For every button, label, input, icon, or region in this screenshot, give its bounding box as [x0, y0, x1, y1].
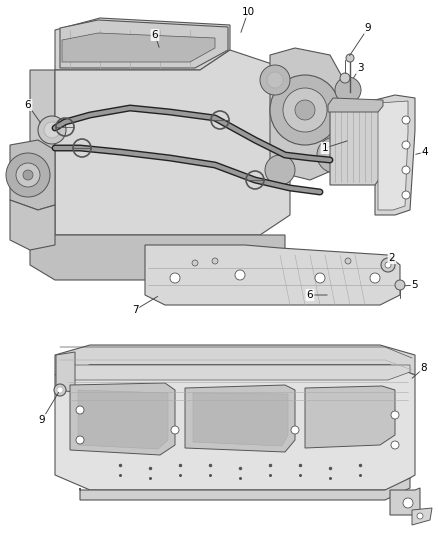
- Circle shape: [402, 191, 410, 199]
- Text: 7: 7: [132, 305, 138, 315]
- Circle shape: [417, 513, 423, 519]
- Circle shape: [325, 145, 345, 165]
- Circle shape: [267, 72, 283, 88]
- Text: 9: 9: [365, 23, 371, 33]
- Text: 8: 8: [420, 363, 427, 373]
- Text: 6: 6: [152, 30, 158, 40]
- Polygon shape: [375, 95, 415, 215]
- Polygon shape: [390, 488, 420, 515]
- Circle shape: [57, 387, 63, 393]
- Circle shape: [38, 116, 66, 144]
- Polygon shape: [65, 365, 410, 380]
- Polygon shape: [330, 102, 380, 185]
- Circle shape: [403, 498, 413, 508]
- Circle shape: [44, 122, 60, 138]
- Circle shape: [402, 116, 410, 124]
- Circle shape: [260, 65, 290, 95]
- Circle shape: [270, 75, 340, 145]
- Circle shape: [402, 141, 410, 149]
- Circle shape: [76, 406, 84, 414]
- Circle shape: [16, 163, 40, 187]
- Polygon shape: [60, 20, 228, 68]
- Circle shape: [345, 258, 351, 264]
- Text: 10: 10: [241, 7, 254, 17]
- Circle shape: [291, 426, 299, 434]
- Polygon shape: [145, 245, 400, 305]
- Polygon shape: [55, 50, 290, 235]
- Polygon shape: [55, 345, 415, 375]
- Polygon shape: [55, 18, 230, 70]
- Polygon shape: [62, 33, 215, 62]
- Circle shape: [315, 273, 325, 283]
- Circle shape: [54, 384, 66, 396]
- Polygon shape: [193, 393, 288, 446]
- Circle shape: [335, 77, 361, 103]
- Text: 6: 6: [307, 290, 313, 300]
- Circle shape: [283, 88, 327, 132]
- Text: 5: 5: [412, 280, 418, 290]
- Circle shape: [171, 426, 179, 434]
- Circle shape: [265, 155, 295, 185]
- Circle shape: [76, 436, 84, 444]
- Circle shape: [346, 54, 354, 62]
- Circle shape: [295, 100, 315, 120]
- Circle shape: [381, 258, 395, 272]
- Polygon shape: [378, 101, 408, 210]
- Circle shape: [317, 137, 353, 173]
- Circle shape: [340, 73, 350, 83]
- Circle shape: [23, 170, 33, 180]
- Polygon shape: [80, 478, 410, 500]
- Circle shape: [192, 260, 198, 266]
- Polygon shape: [185, 385, 295, 452]
- Circle shape: [370, 273, 380, 283]
- Text: 1: 1: [321, 143, 328, 153]
- Polygon shape: [70, 383, 175, 455]
- Text: 3: 3: [357, 63, 363, 73]
- Text: 2: 2: [389, 253, 396, 263]
- Text: 4: 4: [422, 147, 428, 157]
- Text: 9: 9: [39, 415, 45, 425]
- Circle shape: [385, 262, 391, 268]
- Polygon shape: [10, 140, 55, 210]
- Polygon shape: [10, 200, 55, 250]
- Polygon shape: [270, 48, 355, 180]
- Circle shape: [170, 273, 180, 283]
- Polygon shape: [305, 386, 395, 448]
- Circle shape: [391, 411, 399, 419]
- Circle shape: [235, 270, 245, 280]
- Polygon shape: [412, 508, 432, 525]
- Circle shape: [6, 153, 50, 197]
- Text: 6: 6: [25, 100, 31, 110]
- Circle shape: [402, 166, 410, 174]
- Polygon shape: [56, 352, 75, 392]
- Circle shape: [395, 280, 405, 290]
- Circle shape: [212, 258, 218, 264]
- Polygon shape: [55, 365, 415, 490]
- Polygon shape: [78, 390, 168, 449]
- Polygon shape: [328, 98, 383, 112]
- Polygon shape: [30, 220, 285, 280]
- Circle shape: [391, 441, 399, 449]
- Polygon shape: [30, 70, 55, 235]
